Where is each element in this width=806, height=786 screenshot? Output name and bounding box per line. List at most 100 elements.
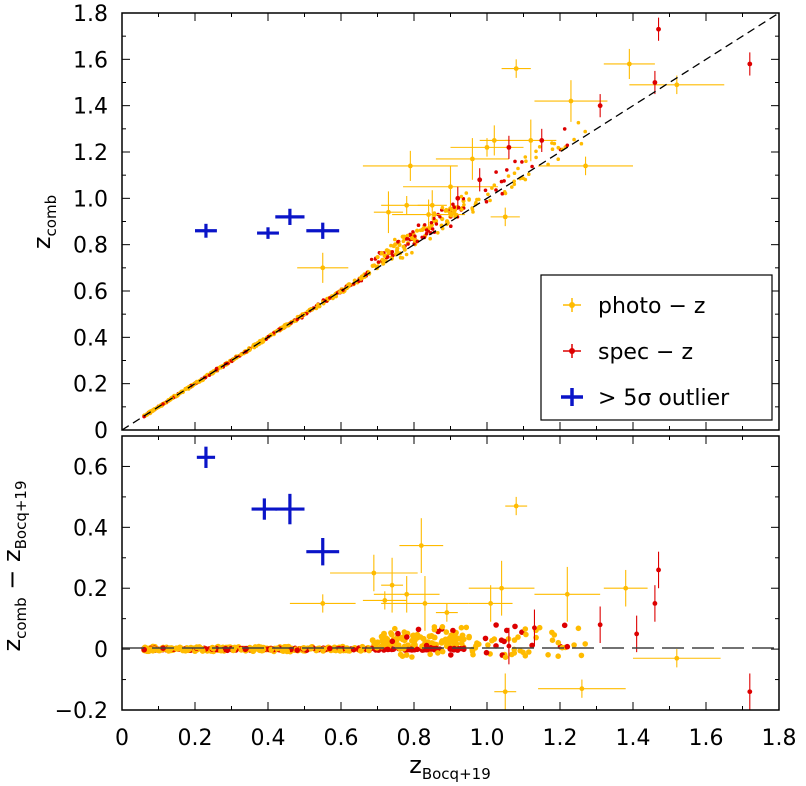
top-ytick-label: 0.6: [73, 280, 108, 305]
top-outlier-marks: [195, 208, 340, 239]
photo-z-point: [511, 650, 518, 656]
photo-z-point: [515, 634, 521, 640]
photo-z-errpoint: [444, 610, 450, 615]
spec-z-point: [483, 649, 490, 656]
photo-z-errpoint: [484, 144, 490, 150]
spec-z-errpoint: [532, 625, 537, 631]
bottom-xtick-label: 0.4: [251, 726, 286, 751]
photo-z-point: [370, 263, 375, 268]
spec-z-point: [434, 222, 439, 226]
photo-z-point: [194, 379, 199, 384]
photo-z-point: [582, 641, 588, 647]
photo-z-errpoint: [626, 61, 632, 67]
legend-item-spec-z: spec − z: [563, 340, 693, 365]
bottom-xtick-label: 0.2: [178, 726, 213, 751]
legend-label-outlier: > 5σ outlier: [598, 386, 730, 411]
photo-z-point: [485, 642, 491, 648]
bottom-xtick-label: 0.8: [397, 726, 432, 751]
photo-z-point: [448, 632, 455, 638]
spec-z-point: [432, 216, 436, 221]
photo-z-point: [384, 248, 389, 253]
photo-z-errpoint: [418, 543, 424, 548]
photo-z-point: [428, 236, 433, 241]
spec-z-errpoint: [656, 567, 661, 573]
photo-z-errpoint: [382, 598, 388, 603]
top-ytick-labels: 0 0.2 0.4 0.6 0.8 1.0 1.2 1.4 1.6 1.8: [73, 2, 108, 444]
photo-z-point: [358, 276, 363, 281]
photo-z-errpoint: [404, 202, 410, 208]
photo-z-point: [389, 243, 393, 248]
spec-z-point: [391, 253, 395, 258]
spec-z-point: [385, 646, 391, 653]
photo-z-errpoint: [320, 265, 326, 271]
photo-z-point: [526, 649, 532, 655]
photo-z-point: [458, 624, 465, 631]
spec-z-errpoint: [652, 601, 658, 606]
spec-z-point: [406, 242, 410, 246]
spec-z-point: [424, 228, 429, 232]
spec-z-point: [390, 250, 395, 254]
photo-z-point: [405, 233, 410, 238]
photo-z-point: [260, 646, 267, 653]
spec-z-point: [561, 622, 568, 629]
photo-z-errpoint: [371, 570, 377, 576]
spec-z-point: [423, 223, 427, 227]
bottom-ytick-label: −0.2: [55, 699, 108, 724]
bottom-xtick-label: 0.6: [324, 726, 359, 751]
bottom-ytick-labels: −0.2 0 0.2 0.4 0.6: [55, 455, 108, 724]
photo-z-point: [315, 302, 321, 307]
top-ytick-label: 0.2: [73, 373, 108, 398]
photo-z-errpoint: [429, 202, 435, 208]
spec-z-point: [405, 237, 409, 241]
photo-z-point: [397, 651, 404, 658]
spec-z-point: [429, 221, 434, 225]
photo-z-point: [199, 647, 206, 654]
top-ytick-label: 1.4: [73, 95, 108, 120]
photo-z-point: [393, 237, 397, 242]
photo-z-point: [401, 244, 406, 249]
photo-z-point: [284, 648, 290, 655]
photo-z-point: [427, 651, 434, 658]
bottom-ytick-label: 0.6: [73, 455, 108, 480]
photo-z-point: [466, 634, 472, 641]
spec-z-point: [483, 188, 488, 193]
spec-z-errpoint: [506, 144, 512, 150]
photo-z-point: [546, 162, 550, 167]
spec-z-point: [414, 646, 421, 653]
bottom-ytick-label: 0: [94, 638, 108, 663]
photo-z-errpoint: [426, 212, 431, 217]
photo-z-point: [463, 624, 470, 631]
spec-z-point: [484, 199, 489, 204]
photo-z-point: [503, 191, 508, 196]
spec-z-point: [452, 205, 456, 209]
top-ytick-label: 0.4: [73, 326, 108, 351]
photo-z-point: [392, 625, 398, 632]
top-panel: 0 0.2 0.4 0.6 0.8 1.0 1.2 1.4 1.6 1.8 zcomb photo…: [28, 2, 780, 444]
spec-z-point: [376, 260, 381, 264]
photo-z-point: [173, 645, 180, 652]
photo-z-point: [432, 213, 437, 217]
photo-z-point: [462, 203, 466, 207]
photo-z-point: [186, 646, 193, 653]
photo-z-point: [449, 207, 454, 212]
photo-z-point: [383, 637, 390, 644]
photo-z-point: [475, 197, 479, 202]
photo-z-errpoint: [674, 655, 680, 661]
photo-z-point: [366, 646, 373, 652]
spec-z-point: [415, 626, 422, 633]
top-ytick-label: 1.2: [73, 141, 108, 166]
photo-z-point: [369, 637, 376, 644]
legend: photo − z spec − z > 5σ outlier: [540, 274, 773, 421]
photo-z-point: [489, 637, 495, 644]
photo-z-point: [346, 282, 351, 287]
photo-z-point: [464, 191, 469, 195]
photo-z-point: [579, 141, 584, 146]
photo-z-errpoint: [386, 209, 391, 215]
bottom-ytick-label: 0.2: [73, 577, 108, 602]
spec-z-point: [562, 127, 567, 131]
photo-z-point: [394, 644, 401, 650]
photo-z-point: [261, 337, 266, 342]
photo-z-point: [522, 626, 529, 632]
photo-z-point: [512, 171, 517, 175]
spec-z-point: [327, 645, 333, 652]
